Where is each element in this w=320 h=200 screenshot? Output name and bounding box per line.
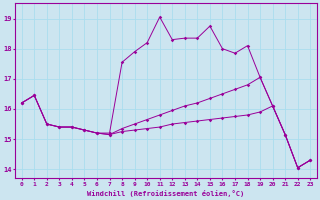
X-axis label: Windchill (Refroidissement éolien,°C): Windchill (Refroidissement éolien,°C)	[87, 190, 244, 197]
